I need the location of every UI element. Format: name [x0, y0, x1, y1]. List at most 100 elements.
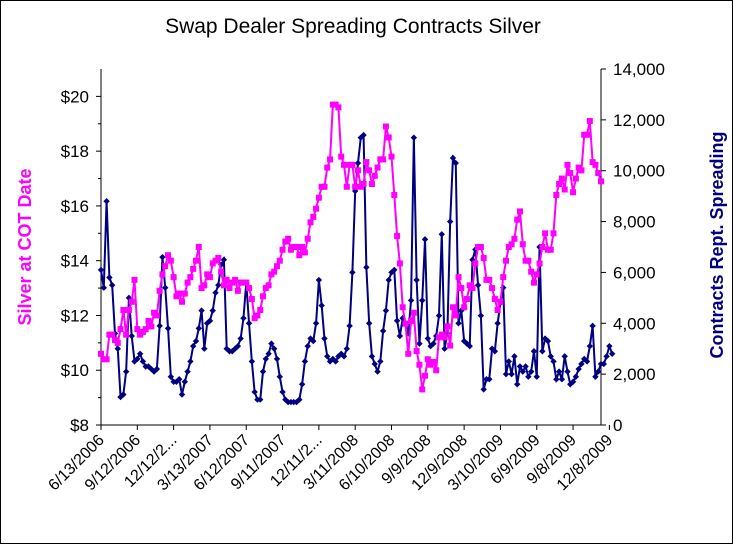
contracts-point — [181, 378, 188, 385]
silver-price-point — [458, 285, 465, 292]
contracts-point — [516, 363, 524, 370]
silver-price-point — [550, 230, 557, 237]
contracts-point — [494, 320, 501, 327]
silver-price-point — [134, 326, 141, 333]
contracts-point — [502, 370, 510, 378]
contracts-point — [572, 373, 580, 380]
contracts-point — [558, 376, 566, 383]
silver-price-point — [131, 276, 138, 283]
silver-price-point — [489, 285, 496, 292]
contracts-point — [192, 337, 200, 345]
y-right-ticks: 0 2,000 4,000 6,000 8,000 10,000 12,000 14,000 — [601, 60, 665, 435]
silver-price-point — [595, 170, 602, 177]
silver-price-point — [491, 296, 498, 303]
silver-price-point — [455, 274, 462, 281]
silver-price-point — [179, 298, 186, 305]
silver-price-point — [511, 235, 518, 242]
y-right-tick-label: 8,000 — [613, 213, 656, 232]
contracts-point — [195, 325, 202, 332]
contracts-point — [385, 276, 392, 284]
contracts-point — [351, 187, 359, 195]
silver-price-point — [310, 213, 317, 220]
contracts-point — [382, 307, 390, 314]
contracts-point — [530, 348, 538, 355]
y-left-tick-label: $16 — [61, 197, 89, 216]
silver-price-point — [394, 233, 401, 240]
contracts-point — [279, 388, 286, 396]
contracts-point — [527, 368, 535, 375]
silver-price-point — [142, 326, 149, 333]
contracts-point — [346, 322, 353, 330]
contracts-point — [374, 368, 381, 375]
silver-price-point — [123, 331, 130, 338]
silver-price-point — [564, 161, 571, 168]
contracts-point — [159, 253, 166, 261]
contracts-point — [215, 281, 222, 289]
silver-price-point — [578, 167, 585, 174]
silver-price-point — [162, 263, 169, 270]
silver-price-point — [98, 350, 104, 357]
silver-price-point — [371, 172, 378, 179]
silver-price-point — [503, 257, 510, 264]
silver-price-point — [293, 244, 300, 250]
silver-price-point — [382, 123, 389, 130]
contracts-point — [318, 302, 325, 309]
contracts-point — [416, 340, 423, 347]
silver-price-point — [598, 178, 604, 185]
silver-price-point — [114, 339, 121, 346]
contracts-point — [220, 256, 228, 263]
silver-price-point — [441, 334, 448, 341]
contracts-point — [396, 332, 404, 340]
silver-price-point — [335, 104, 342, 111]
contracts-point — [234, 342, 242, 350]
silver-price-point — [153, 312, 160, 319]
silver-price-point — [480, 254, 487, 261]
silver-price-point — [167, 257, 174, 264]
contracts-point — [595, 368, 602, 375]
contracts-point — [167, 373, 175, 380]
silver-price-point — [338, 153, 345, 160]
silver-price-point — [533, 271, 540, 278]
contracts-point — [533, 373, 540, 380]
contracts-point — [245, 320, 253, 327]
x-ticks: 6/13/20069/12/200612/12/2...3/13/20076/1… — [45, 425, 616, 494]
contracts-point — [606, 342, 613, 350]
y-right-tick-label: 14,000 — [613, 60, 665, 79]
silver-price-point — [304, 235, 311, 242]
contracts-point — [592, 373, 599, 380]
y-right-tick-label: 2,000 — [613, 365, 656, 384]
contracts-point — [100, 284, 107, 291]
contracts-point — [136, 350, 144, 357]
contracts-point — [298, 381, 306, 388]
contracts-point — [122, 368, 130, 375]
silver-price-point — [343, 183, 350, 190]
silver-price-point — [232, 276, 239, 283]
y-left-tick-label: $12 — [61, 306, 89, 325]
contracts-point — [201, 345, 208, 352]
contracts-point — [477, 312, 485, 319]
contracts-point — [544, 337, 552, 345]
contracts-point — [315, 276, 323, 284]
silver-price-point — [352, 183, 359, 190]
chart-title: Swap Dealer Spreading Contracts Silver — [165, 15, 541, 38]
y-left-tick-label: $10 — [61, 361, 89, 380]
contracts-point — [371, 360, 378, 368]
contracts-point — [240, 315, 247, 322]
contracts-point — [539, 348, 546, 355]
contracts-point — [555, 368, 563, 375]
silver-price-point — [159, 271, 166, 278]
silver-price-point — [539, 244, 546, 250]
contracts-point — [276, 373, 283, 380]
silver-price-point — [120, 306, 127, 313]
contracts-point — [273, 355, 281, 363]
contracts-point — [522, 363, 529, 370]
silver-price-point — [354, 167, 361, 174]
series-silver-price — [98, 101, 604, 393]
silver-price-point — [243, 279, 250, 286]
silver-price-point — [430, 359, 437, 366]
silver-price-point — [463, 296, 470, 303]
contracts-point — [505, 358, 513, 365]
silver-price-point — [419, 386, 426, 393]
silver-price-point — [271, 268, 278, 275]
contracts-point — [379, 327, 387, 335]
